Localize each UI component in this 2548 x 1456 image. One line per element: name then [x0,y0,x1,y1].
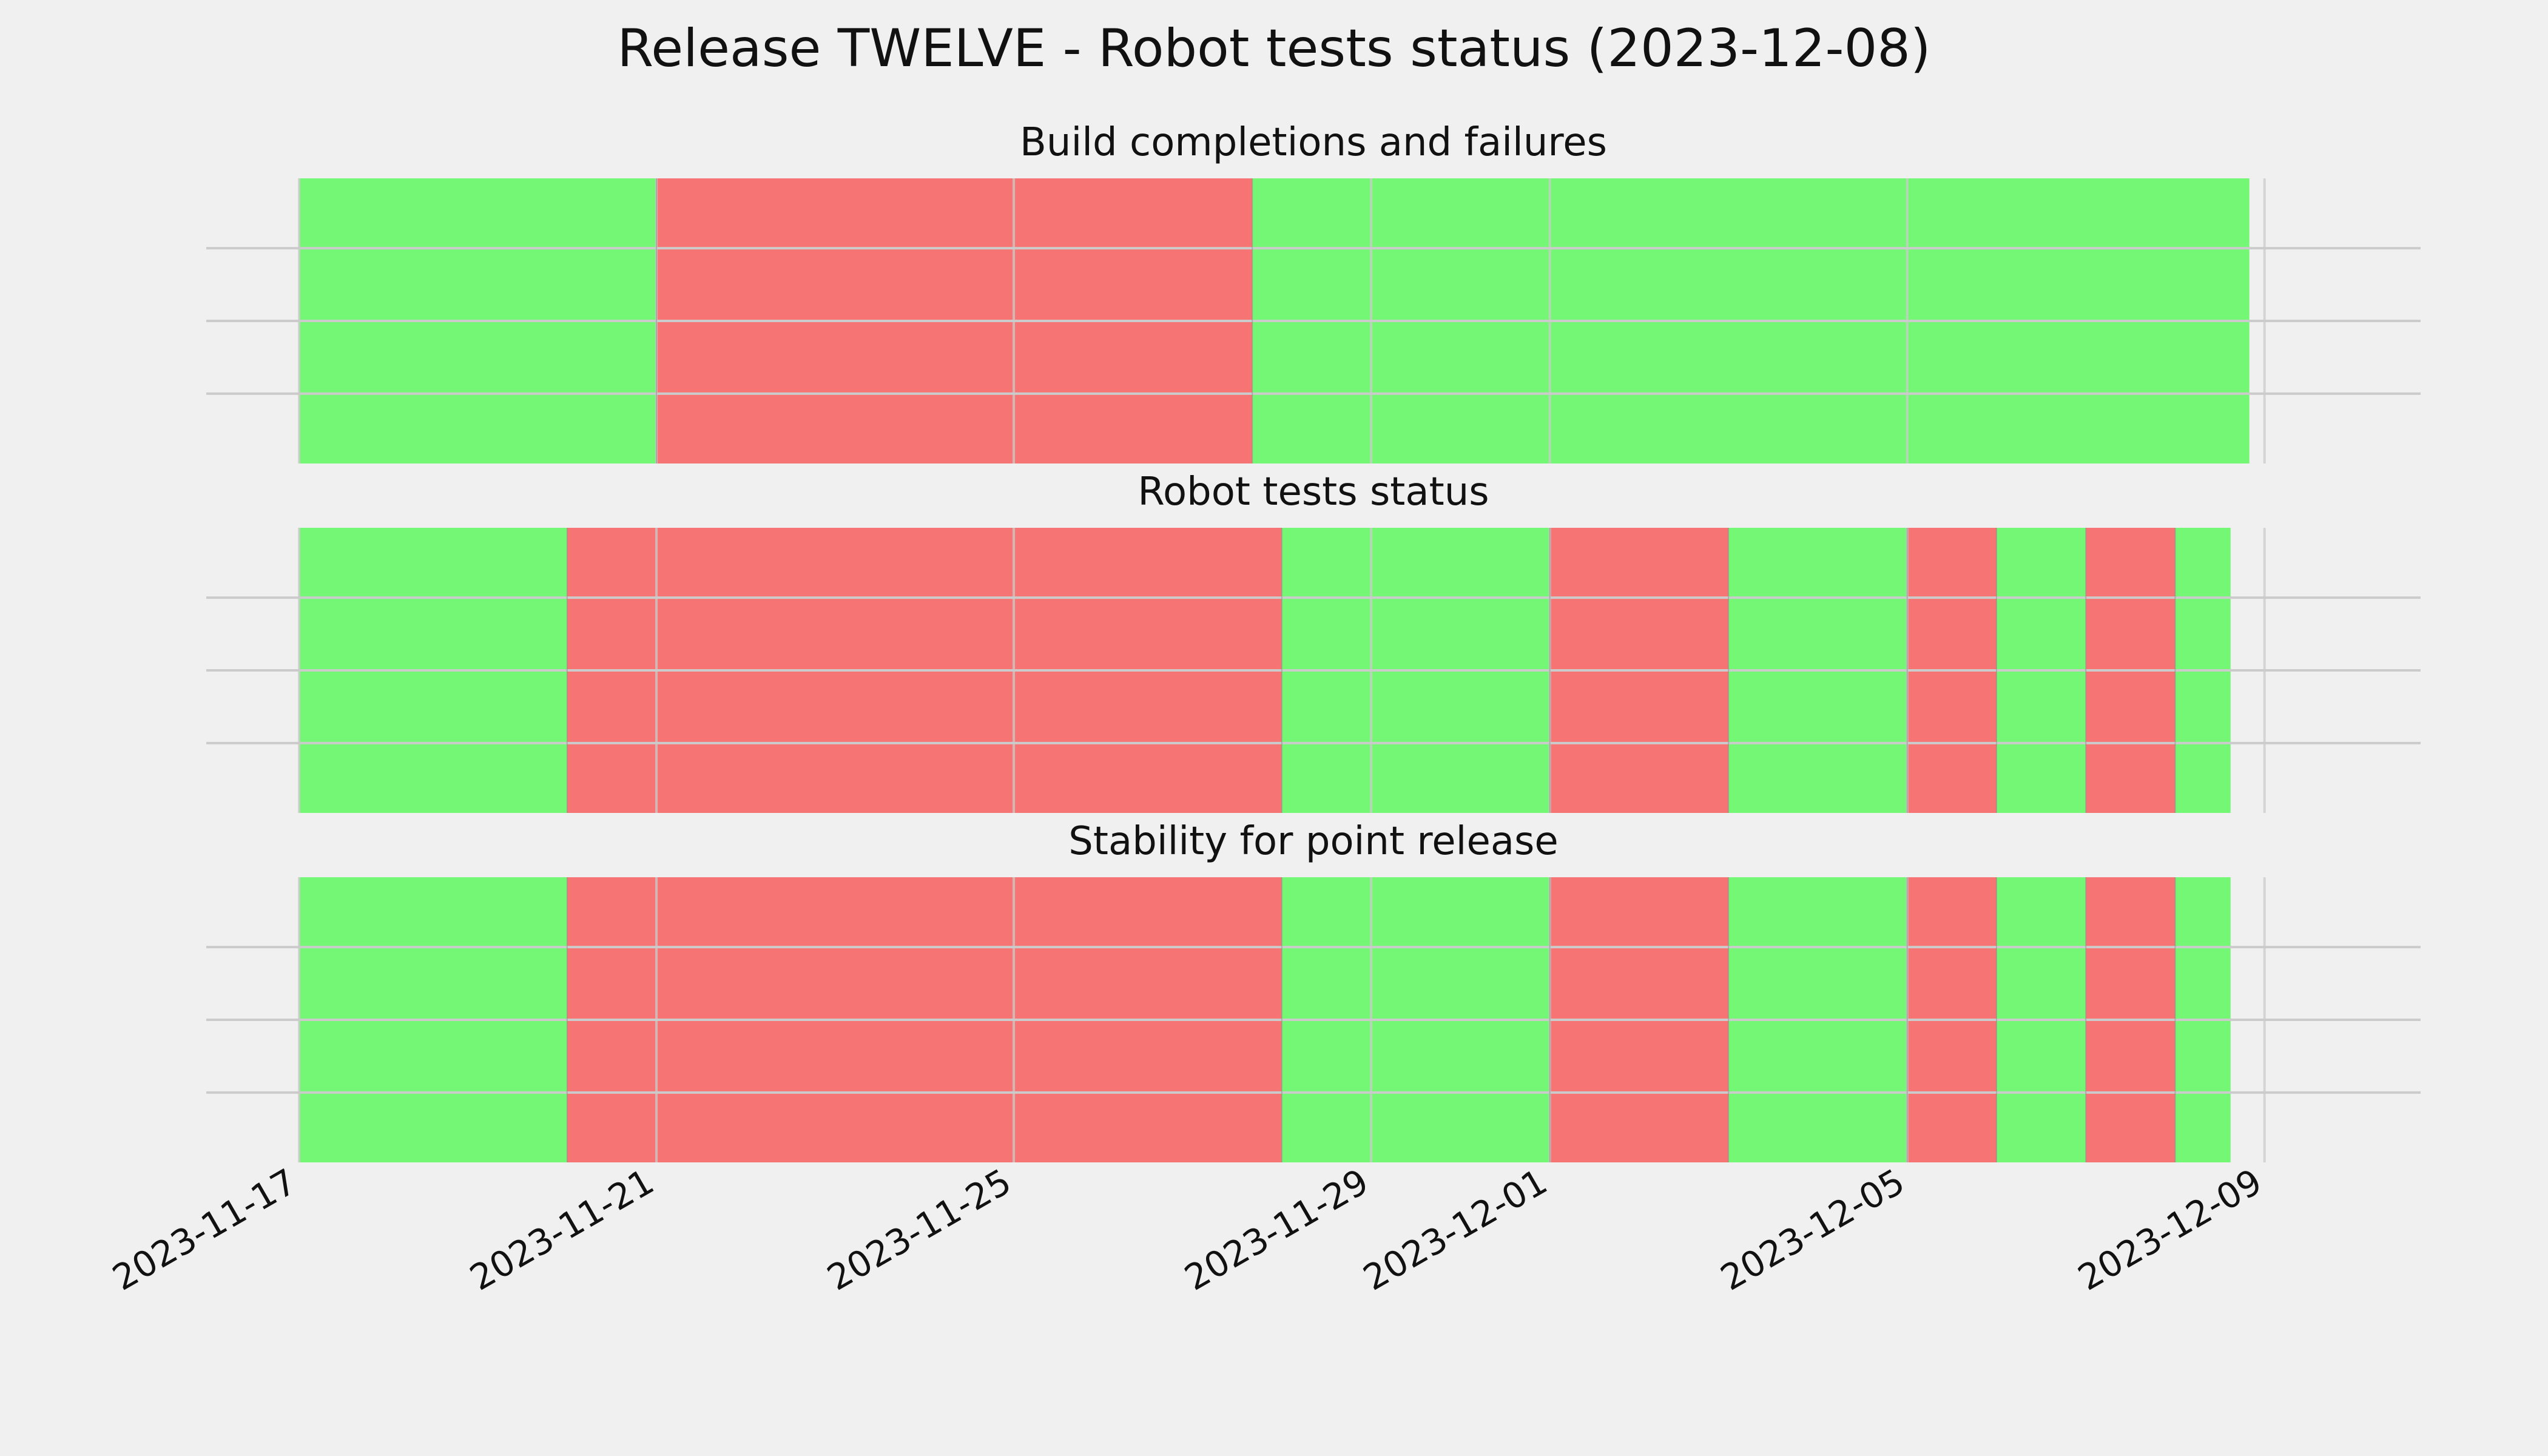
panel-title-build: Build completions and failures [1020,120,1607,165]
x-tick-label: 2023-11-29 [1178,1161,1375,1298]
panel-title-robot-tests: Robot tests status [1138,470,1489,514]
chart-title: Release TWELVE - Robot tests status (202… [617,18,1931,79]
x-tick-label: 2023-12-09 [2071,1161,2269,1298]
panel-title-stability: Stability for point release [1068,819,1559,864]
x-tick-label: 2023-11-17 [106,1161,303,1298]
x-tick-label: 2023-12-05 [1714,1161,1912,1298]
x-tick-label: 2023-11-21 [463,1161,661,1298]
x-tick-label: 2023-12-01 [1357,1161,1554,1298]
x-tick-label: 2023-11-25 [820,1161,1018,1298]
